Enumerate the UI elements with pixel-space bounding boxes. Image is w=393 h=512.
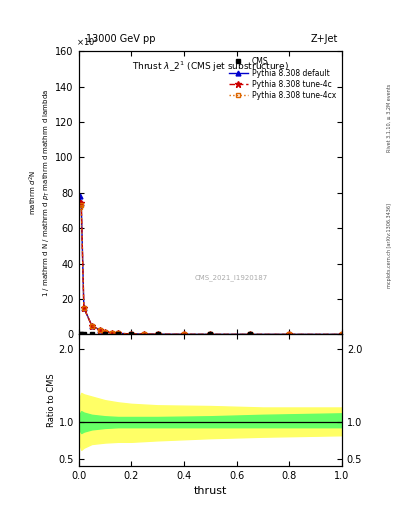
Pythia 8.308 tune-4cx — [287, 331, 292, 337]
Pythia 8.308 default — [97, 327, 102, 333]
Pythia 8.308 tune-4c — [109, 330, 114, 336]
Pythia 8.308 tune-4cx — [79, 202, 84, 208]
Pythia 8.308 tune-4c — [81, 305, 86, 311]
Pythia 8.308 tune-4c — [97, 327, 102, 333]
Pythia 8.308 tune-4cx — [129, 331, 134, 337]
Pythia 8.308 tune-4cx — [81, 305, 86, 311]
Text: Thrust $\lambda\_2^1$ (CMS jet substructure): Thrust $\lambda\_2^1$ (CMS jet substruct… — [132, 60, 289, 74]
Pythia 8.308 tune-4c — [340, 331, 344, 337]
Pythia 8.308 default — [142, 331, 147, 337]
Pythia 8.308 tune-4cx — [103, 329, 107, 335]
Pythia 8.308 tune-4c — [79, 200, 84, 206]
Pythia 8.308 tune-4cx — [90, 323, 94, 329]
CMS — [77, 330, 82, 336]
Line: CMS: CMS — [77, 331, 252, 336]
Pythia 8.308 tune-4c — [248, 331, 252, 337]
Pythia 8.308 tune-4cx — [109, 330, 114, 336]
Text: Rivet 3.1.10, ≥ 3.2M events: Rivet 3.1.10, ≥ 3.2M events — [387, 83, 391, 152]
Pythia 8.308 default — [208, 331, 213, 337]
Y-axis label: mathrm $d^2$N
1 / mathrm d N / mathrm d $p_T$ mathrm d mathrm d lambda: mathrm $d^2$N 1 / mathrm d N / mathrm d … — [28, 89, 52, 297]
Pythia 8.308 tune-4cx — [182, 331, 186, 337]
CMS — [116, 330, 120, 336]
Pythia 8.308 tune-4cx — [248, 331, 252, 337]
CMS — [248, 330, 252, 336]
Pythia 8.308 default — [103, 329, 107, 335]
Pythia 8.308 default — [129, 331, 134, 337]
Text: mcplots.cern.ch [arXiv:1306.3436]: mcplots.cern.ch [arXiv:1306.3436] — [387, 203, 391, 288]
Line: Pythia 8.308 tune-4cx: Pythia 8.308 tune-4cx — [78, 203, 344, 336]
Pythia 8.308 tune-4c — [77, 200, 82, 206]
Pythia 8.308 tune-4c — [142, 331, 147, 337]
Text: 13000 GeV pp: 13000 GeV pp — [86, 33, 156, 44]
Legend: CMS, Pythia 8.308 default, Pythia 8.308 tune-4c, Pythia 8.308 tune-4cx: CMS, Pythia 8.308 default, Pythia 8.308 … — [226, 55, 338, 102]
Pythia 8.308 default — [77, 193, 82, 199]
CMS — [208, 330, 213, 336]
Pythia 8.308 default — [90, 323, 94, 329]
CMS — [129, 330, 134, 336]
Pythia 8.308 default — [287, 331, 292, 337]
Pythia 8.308 default — [182, 331, 186, 337]
Pythia 8.308 tune-4c — [208, 331, 213, 337]
Pythia 8.308 tune-4cx — [116, 330, 120, 336]
Pythia 8.308 default — [340, 331, 344, 337]
Pythia 8.308 tune-4cx — [97, 327, 102, 333]
CMS — [155, 330, 160, 336]
Pythia 8.308 tune-4c — [116, 330, 120, 336]
Pythia 8.308 tune-4c — [155, 331, 160, 337]
Text: Z+Jet: Z+Jet — [310, 33, 338, 44]
Line: Pythia 8.308 tune-4c: Pythia 8.308 tune-4c — [77, 200, 345, 337]
Pythia 8.308 tune-4cx — [155, 331, 160, 337]
Pythia 8.308 default — [155, 331, 160, 337]
Pythia 8.308 default — [116, 330, 120, 336]
Pythia 8.308 tune-4cx — [340, 331, 344, 337]
Pythia 8.308 default — [81, 305, 86, 311]
CMS — [79, 330, 84, 336]
Pythia 8.308 default — [248, 331, 252, 337]
X-axis label: thrust: thrust — [194, 486, 227, 496]
Pythia 8.308 tune-4c — [287, 331, 292, 337]
Y-axis label: Ratio to CMS: Ratio to CMS — [47, 373, 55, 427]
Line: Pythia 8.308 default: Pythia 8.308 default — [77, 194, 344, 337]
CMS — [103, 330, 107, 336]
Pythia 8.308 tune-4c — [129, 331, 134, 337]
CMS — [81, 330, 86, 336]
Pythia 8.308 default — [79, 200, 84, 206]
Pythia 8.308 default — [109, 330, 114, 336]
Text: CMS_2021_I1920187: CMS_2021_I1920187 — [195, 274, 268, 281]
Pythia 8.308 tune-4cx — [77, 204, 82, 210]
Pythia 8.308 tune-4c — [103, 329, 107, 335]
Pythia 8.308 tune-4c — [90, 323, 94, 329]
Text: $\times10^2$: $\times10^2$ — [76, 36, 99, 48]
Pythia 8.308 tune-4c — [182, 331, 186, 337]
Pythia 8.308 tune-4cx — [142, 331, 147, 337]
CMS — [90, 330, 94, 336]
Pythia 8.308 tune-4cx — [208, 331, 213, 337]
